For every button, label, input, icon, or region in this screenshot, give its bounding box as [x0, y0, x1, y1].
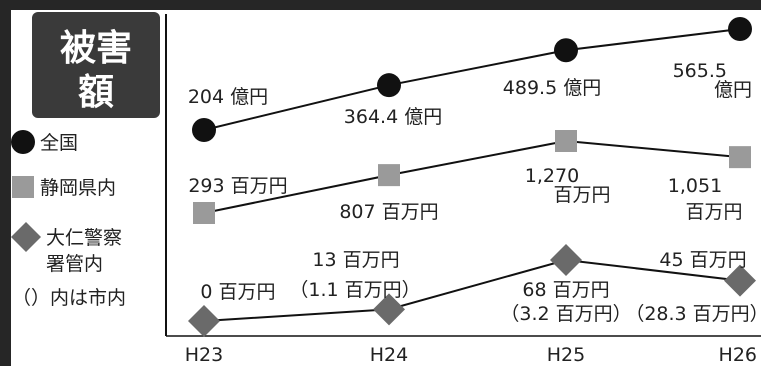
data-label-police-city: （28.3 百万円） [625, 303, 761, 325]
data-label-national: 565.5 [673, 60, 727, 82]
series-line-prefecture [203, 139, 741, 214]
data-label-national: 億円 [714, 79, 752, 101]
data-label-police: 68 百万円 [522, 279, 609, 301]
data-point-national [554, 38, 578, 63]
data-point-police [724, 264, 756, 297]
data-point-prefecture [378, 164, 400, 187]
title-box [32, 12, 160, 118]
x-tick-label: H26 [719, 344, 757, 366]
chart-title-line2: 額 [78, 72, 114, 113]
data-point-national [377, 73, 401, 98]
data-label-national: 204 億円 [188, 86, 268, 108]
data-label-prefecture: 百万円 [553, 184, 610, 206]
data-point-police [373, 293, 405, 326]
legend-marker-national [11, 130, 35, 154]
data-point-national [192, 118, 216, 142]
data-point-prefecture [193, 202, 215, 224]
data-point-police [550, 244, 582, 276]
data-point-police [188, 305, 220, 337]
data-label-national: 489.5 億円 [503, 77, 601, 99]
legend-label-police-line2: 署管内 [46, 253, 103, 275]
chart-marks: H23 H24 H25 H26 204 億円 364.4 億円 489.5 億円 565.5億… [185, 17, 761, 366]
x-tick-label: H24 [370, 344, 408, 366]
legend-label-prefecture: 静岡県内 [40, 177, 116, 199]
data-point-prefecture [729, 146, 751, 169]
data-label-police: 13 百万円 [312, 249, 399, 271]
chart-title-line1: 被害 [60, 28, 132, 69]
data-point-national [728, 17, 752, 41]
data-label-police-city: （1.1 百万円） [289, 279, 420, 301]
data-label-police: 45 百万円 [659, 249, 746, 271]
data-label-police: 0 百万円 [200, 281, 275, 303]
series-line-national [203, 28, 741, 131]
legend: 全国 静岡県内 大仁警察 署管内 （）内は市内 [11, 130, 126, 309]
legend-label-national: 全国 [40, 132, 78, 154]
data-point-prefecture [555, 130, 577, 152]
data-label-prefecture: 百万円 [685, 201, 742, 223]
x-tick-label: H25 [547, 344, 585, 366]
legend-label-police-line1: 大仁警察 [46, 227, 122, 249]
legend-marker-prefecture [12, 176, 34, 198]
legend-note: （）内は市内 [12, 287, 126, 309]
data-label-police-city: （3.2 百万円） [500, 303, 631, 325]
data-label-national: 364.4 億円 [344, 106, 442, 128]
x-tick-label: H23 [185, 344, 223, 366]
data-label-prefecture: 1,270 [525, 165, 579, 187]
data-label-prefecture: 807 百万円 [339, 201, 438, 223]
legend-marker-police [11, 222, 41, 252]
series-line-police [203, 258, 741, 322]
data-label-prefecture: 1,051 [668, 175, 722, 197]
data-label-prefecture: 293 百万円 [188, 175, 287, 197]
